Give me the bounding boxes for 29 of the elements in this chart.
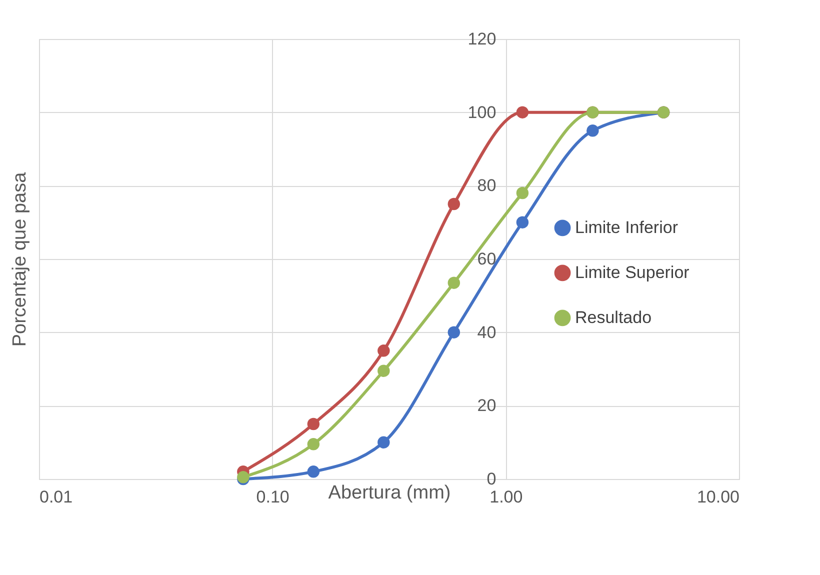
point — [516, 216, 529, 228]
y-tick-label: 80 — [477, 176, 496, 196]
x-tick-label: 1.00 — [490, 488, 523, 506]
legend-label: Resultado — [575, 308, 652, 327]
point — [307, 466, 320, 478]
y-tick-label: 60 — [477, 250, 496, 268]
point — [586, 124, 599, 137]
x-tick-label: 0.01 — [40, 488, 73, 506]
x-tick-label: 0.10 — [256, 488, 290, 506]
legend-label: Limite Superior — [575, 262, 690, 282]
y-tick-label: 120 — [468, 30, 496, 48]
point — [448, 326, 460, 338]
y-axis-title: Porcentaje que pasa — [10, 172, 30, 347]
y-tick-label: 0 — [486, 470, 496, 488]
point — [516, 106, 529, 118]
point — [307, 418, 320, 430]
point — [307, 438, 320, 450]
x-tick-label: 10.00 — [696, 488, 740, 506]
point — [378, 436, 390, 448]
y-tick-label: 100 — [468, 102, 496, 122]
legend-label: Limite Inferior — [575, 218, 678, 237]
point — [516, 186, 529, 200]
point — [448, 198, 460, 210]
y-tick-label: 20 — [477, 396, 496, 416]
x-axis-title: Abertura (mm) — [328, 482, 451, 504]
point — [378, 364, 390, 377]
point — [448, 276, 460, 289]
point — [378, 344, 390, 357]
y-tick-label: 40 — [477, 322, 496, 342]
